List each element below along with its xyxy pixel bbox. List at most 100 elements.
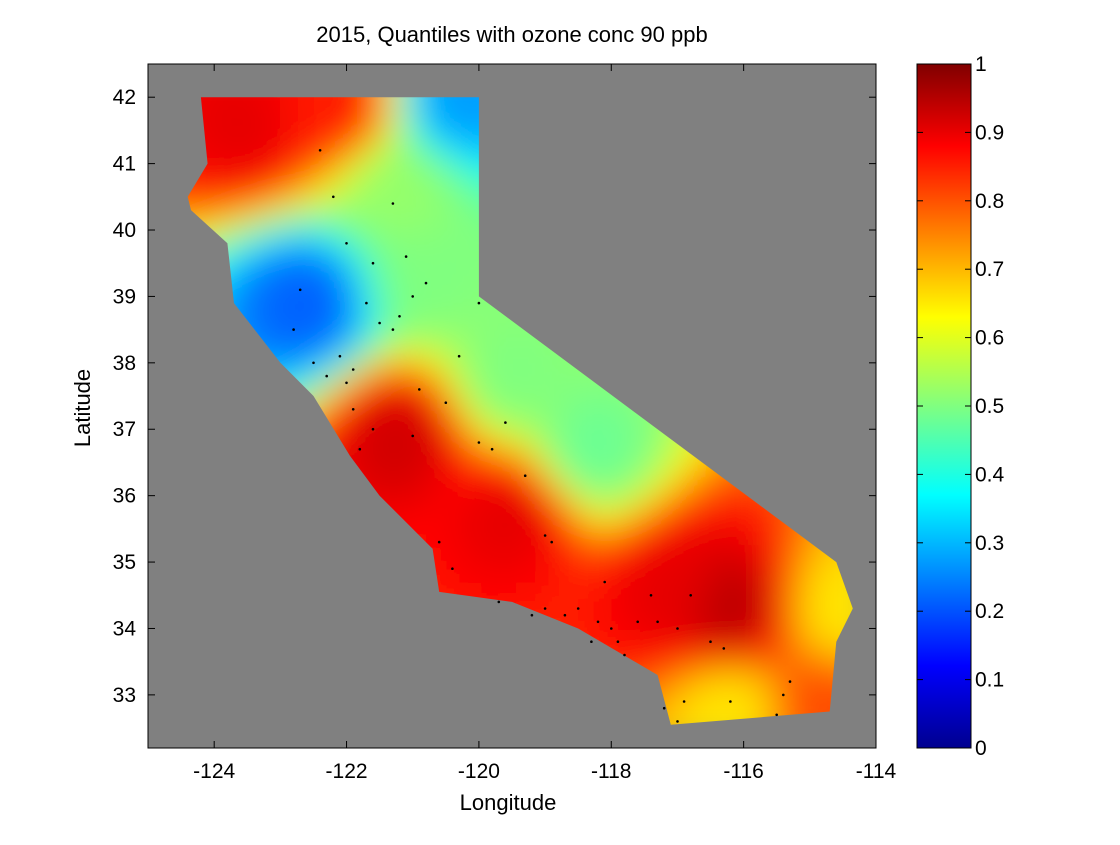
- heatmap-cell: [359, 176, 374, 192]
- heatmap-cell: [478, 575, 494, 590]
- heatmap-cell: [558, 402, 573, 417]
- heatmap-cell: [545, 522, 560, 537]
- heatmap-cell: [267, 203, 282, 218]
- heatmap-cell: [386, 296, 401, 311]
- heatmap-cell: [399, 429, 414, 444]
- heatmap-cell: [545, 601, 560, 617]
- heatmap-cell: [214, 97, 229, 112]
- heatmap-cell: [836, 601, 851, 617]
- heatmap-cell: [439, 323, 454, 338]
- heatmap-cell: [399, 402, 414, 417]
- heatmap-cell: [346, 309, 361, 324]
- heatmap-cell: [412, 362, 427, 378]
- heatmap-cell: [584, 429, 599, 444]
- heatmap-cell: [571, 455, 586, 471]
- heatmap-cell: [333, 163, 348, 178]
- heatmap-cell: [717, 655, 732, 670]
- heatmap-cell: [770, 562, 785, 577]
- heatmap-cell: [320, 110, 335, 125]
- heatmap-cell: [253, 97, 269, 99]
- heatmap-cell: [558, 535, 573, 550]
- x-tick-label: -122: [326, 760, 368, 783]
- heatmap-cell: [545, 389, 560, 404]
- heatmap-cell: [306, 230, 321, 245]
- heatmap-cell: [306, 349, 321, 364]
- heatmap-cell: [677, 575, 692, 590]
- heatmap-cell: [598, 429, 613, 444]
- heatmap-cell: [756, 575, 772, 590]
- heatmap-cell: [333, 416, 348, 431]
- site-point: [371, 261, 375, 265]
- heatmap-cell: [426, 402, 441, 417]
- heatmap-cell: [690, 628, 705, 643]
- heatmap-cell: [253, 230, 269, 245]
- heatmap-cell: [240, 190, 255, 205]
- heatmap-cell: [465, 495, 480, 510]
- heatmap-cell: [518, 376, 533, 391]
- heatmap-cell: [333, 150, 348, 165]
- heatmap-cell: [373, 323, 388, 338]
- heatmap-cell: [386, 442, 401, 457]
- heatmap-cell: [571, 522, 586, 537]
- heatmap-cell: [439, 575, 454, 590]
- heatmap-cell: [412, 376, 427, 391]
- heatmap-cell: [399, 150, 414, 165]
- site-point: [451, 567, 454, 570]
- heatmap-cell: [373, 362, 388, 378]
- heatmap-cell: [412, 216, 427, 231]
- heatmap-cell: [439, 230, 454, 245]
- y-tick-label: 35: [113, 551, 136, 574]
- heatmap-cell: [690, 601, 705, 617]
- heatmap-cell: [412, 163, 427, 178]
- heatmap-cell: [558, 522, 573, 537]
- heatmap-cell: [439, 137, 454, 152]
- heatmap-cell: [783, 601, 798, 617]
- x-tick-label: -118: [591, 760, 631, 783]
- heatmap-cell: [664, 575, 679, 590]
- site-point: [318, 149, 322, 152]
- heatmap-cell: [240, 216, 255, 231]
- heatmap-cell: [426, 469, 441, 484]
- heatmap-cell: [386, 176, 401, 192]
- heatmap-cell: [823, 588, 838, 603]
- heatmap-cell: [796, 641, 811, 656]
- heatmap-cell: [637, 615, 652, 630]
- heatmap-cell: [452, 389, 467, 404]
- heatmap-cell: [558, 376, 573, 391]
- heatmap-cell: [505, 482, 520, 497]
- heatmap-cell: [280, 176, 295, 192]
- x-axis-label: Longitude: [460, 790, 557, 815]
- heatmap-cell: [584, 615, 599, 630]
- heatmap-cell: [717, 495, 732, 510]
- heatmap-cell: [492, 429, 507, 444]
- heatmap-cell: [452, 362, 467, 378]
- heatmap-cell: [426, 269, 441, 285]
- heatmap-cell: [439, 203, 454, 218]
- heatmap-cell: [359, 336, 374, 351]
- heatmap-cell: [320, 163, 335, 178]
- heatmap-cell: [743, 535, 758, 550]
- heatmap-cell: [743, 548, 758, 564]
- heatmap-cell: [545, 376, 560, 391]
- heatmap-cell: [333, 376, 348, 391]
- heatmap-cell: [478, 442, 494, 457]
- heatmap-cell: [359, 389, 374, 404]
- heatmap-cell: [306, 376, 321, 391]
- heatmap-cell: [677, 588, 692, 603]
- heatmap-cell: [426, 416, 441, 431]
- heatmap-cell: [598, 508, 613, 524]
- heatmap-cell: [796, 655, 811, 670]
- heatmap-cell: [584, 588, 599, 603]
- site-point: [292, 328, 295, 331]
- heatmap-cell: [412, 269, 427, 285]
- heatmap-cell: [492, 442, 507, 457]
- heatmap-cell: [518, 562, 533, 577]
- heatmap-cell: [571, 535, 586, 550]
- heatmap-cell: [386, 362, 401, 378]
- heatmap-cell: [214, 110, 229, 125]
- heatmap-cell: [306, 323, 321, 338]
- heatmap-cell: [426, 256, 441, 271]
- colorbar-tick-label: 0.4: [975, 463, 1005, 486]
- y-tick-label: 42: [113, 86, 136, 109]
- site-point: [550, 540, 553, 544]
